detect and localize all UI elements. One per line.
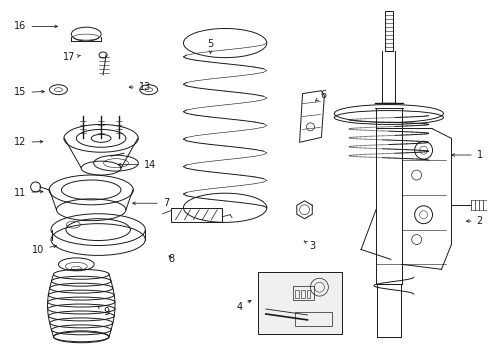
Text: 7: 7 — [132, 198, 169, 208]
Text: 3: 3 — [304, 241, 315, 251]
Bar — [292, 286, 314, 300]
Text: 5: 5 — [207, 39, 213, 53]
Text: 11: 11 — [14, 188, 43, 198]
Bar — [306, 290, 310, 298]
Text: 6: 6 — [315, 90, 326, 101]
Text: 12: 12 — [14, 138, 43, 148]
Text: 13: 13 — [129, 82, 151, 92]
Text: 10: 10 — [32, 245, 57, 255]
Text: 8: 8 — [168, 254, 174, 264]
Text: 4: 4 — [236, 300, 250, 312]
Text: 2: 2 — [466, 216, 482, 226]
Text: 17: 17 — [62, 53, 81, 63]
Bar — [170, 208, 222, 222]
Text: 15: 15 — [14, 87, 44, 98]
Bar — [257, 272, 342, 334]
Bar — [294, 290, 298, 298]
Bar — [384, 11, 392, 51]
Bar — [300, 290, 304, 298]
Bar — [294, 312, 332, 326]
Text: 9: 9 — [98, 306, 109, 317]
Text: 14: 14 — [118, 159, 156, 170]
Text: 1: 1 — [451, 150, 482, 160]
Text: 16: 16 — [14, 21, 57, 31]
